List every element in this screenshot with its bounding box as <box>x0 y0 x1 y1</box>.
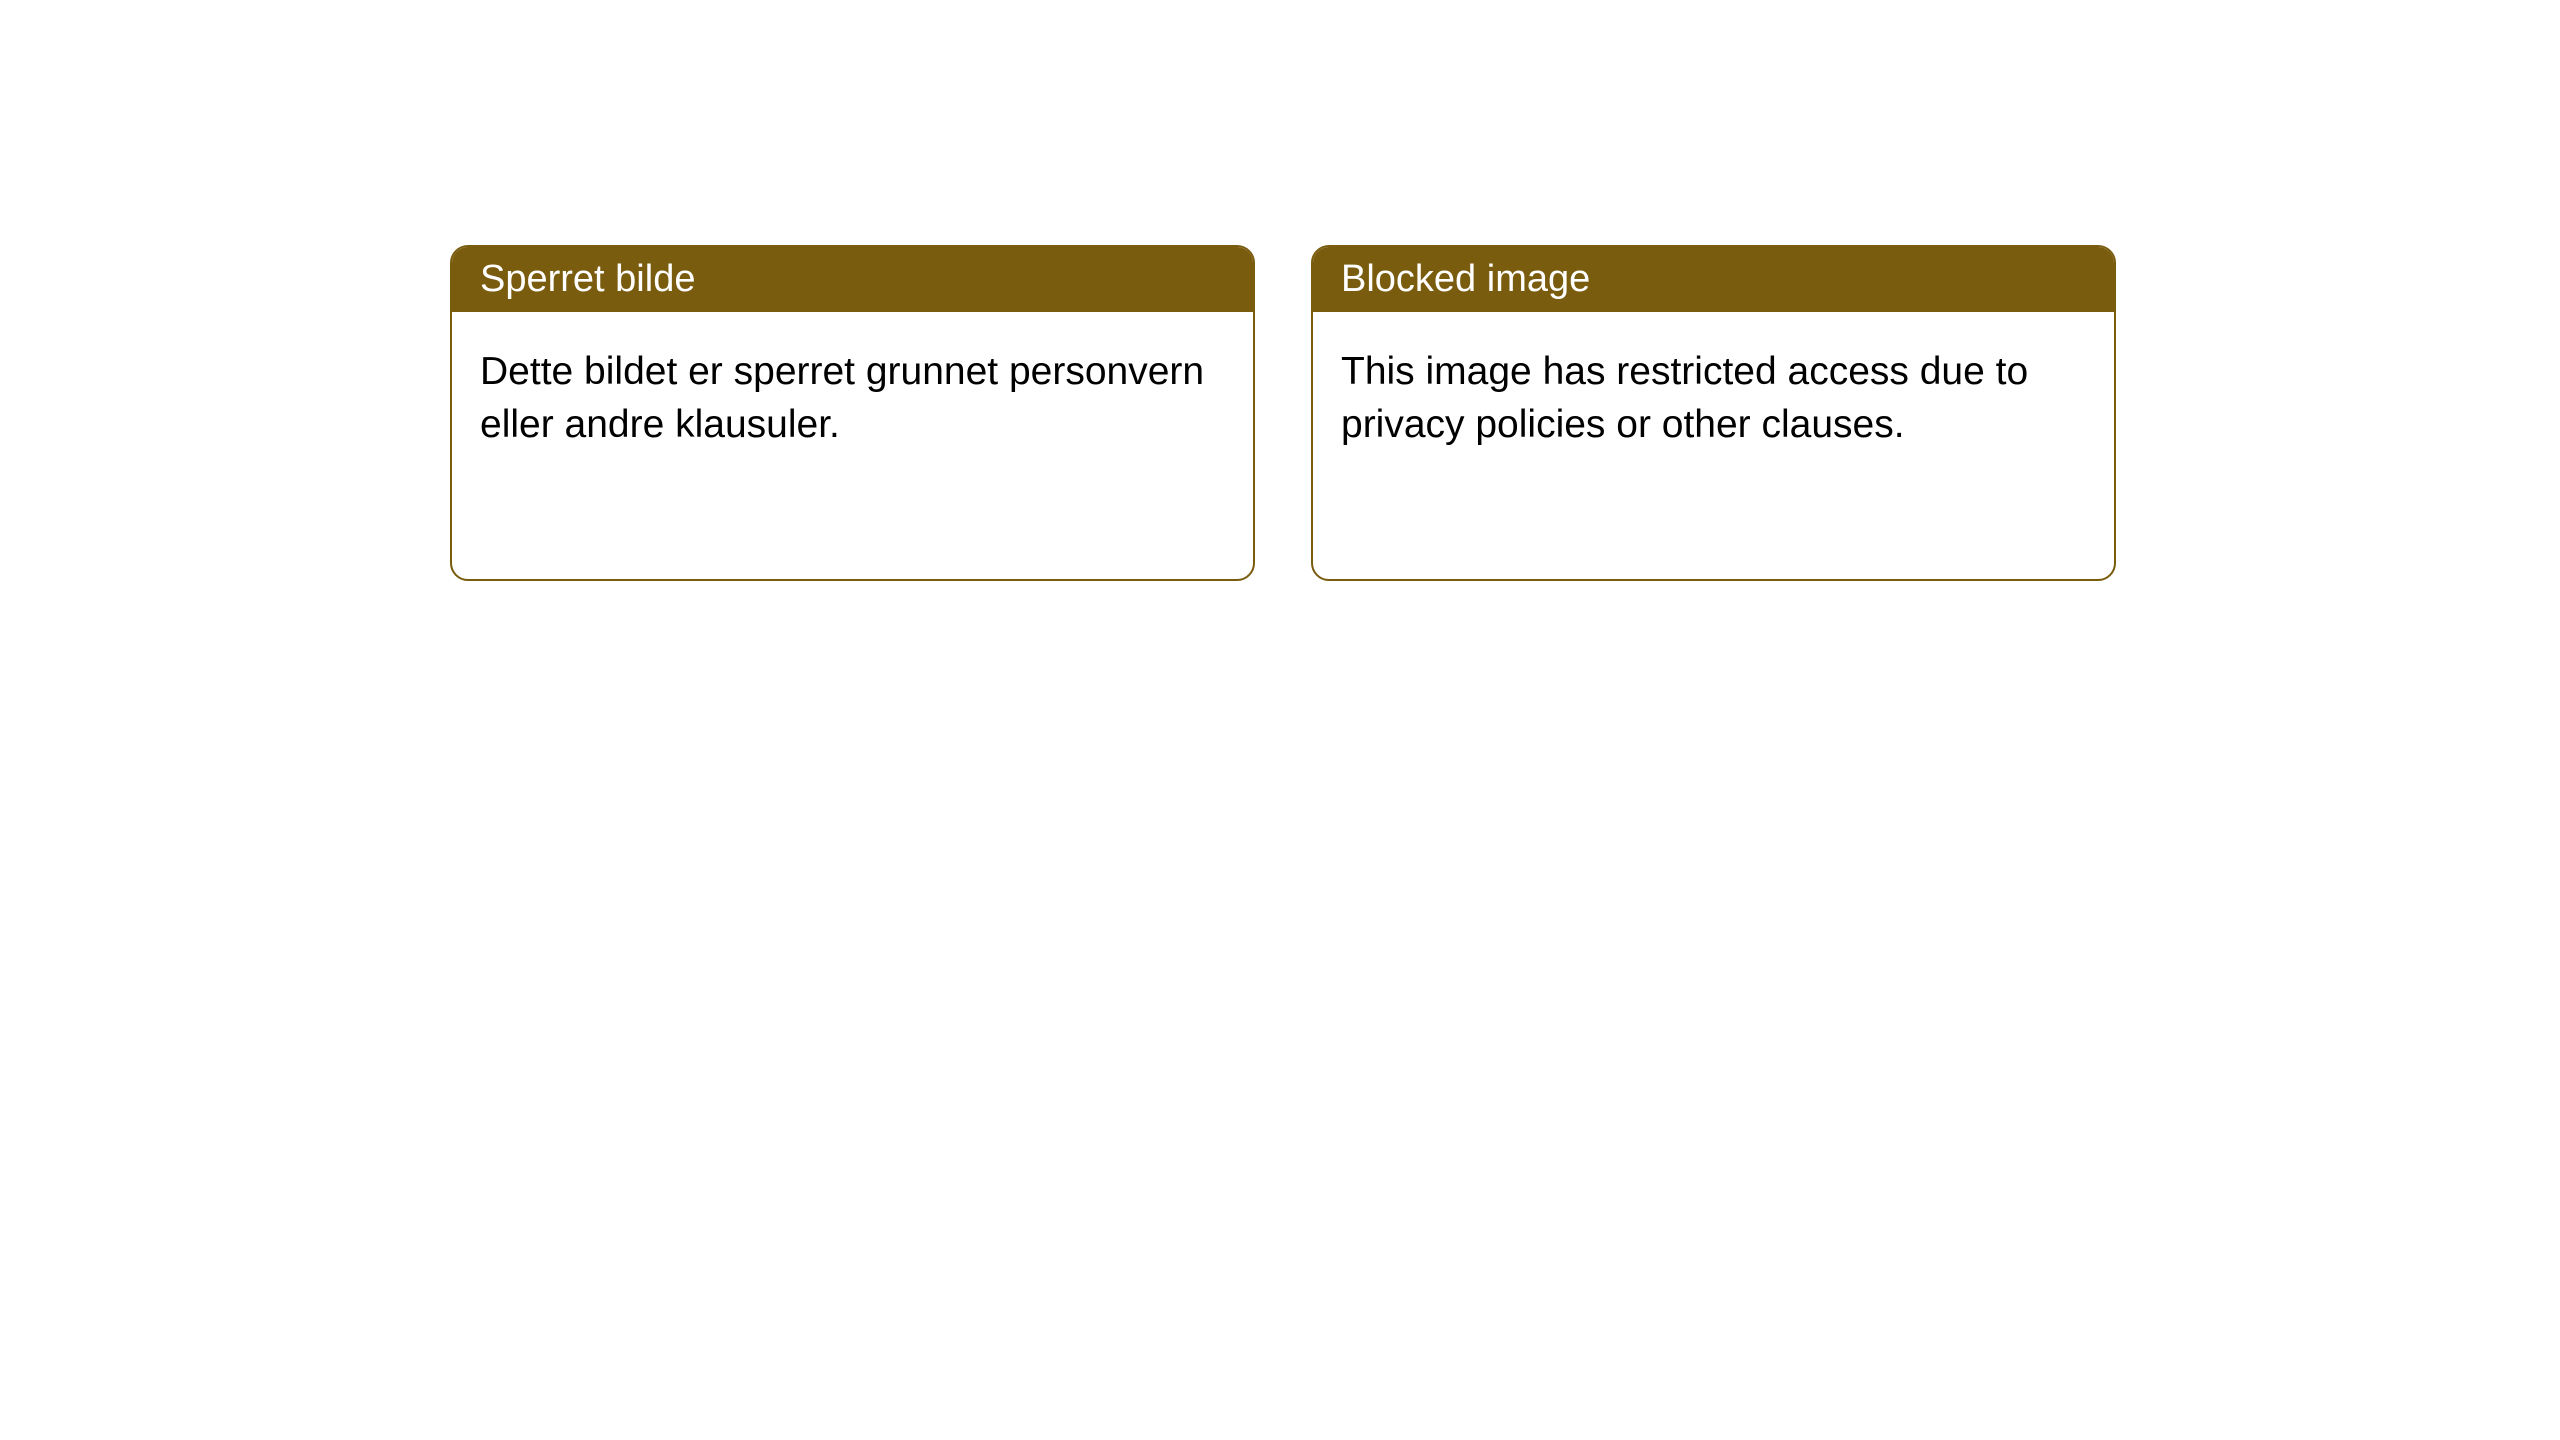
notice-header: Sperret bilde <box>452 247 1253 312</box>
notice-body: Dette bildet er sperret grunnet personve… <box>452 312 1253 485</box>
notice-container: Sperret bilde Dette bildet er sperret gr… <box>450 245 2116 581</box>
notice-card-norwegian: Sperret bilde Dette bildet er sperret gr… <box>450 245 1255 581</box>
notice-card-english: Blocked image This image has restricted … <box>1311 245 2116 581</box>
notice-body: This image has restricted access due to … <box>1313 312 2114 485</box>
notice-header: Blocked image <box>1313 247 2114 312</box>
